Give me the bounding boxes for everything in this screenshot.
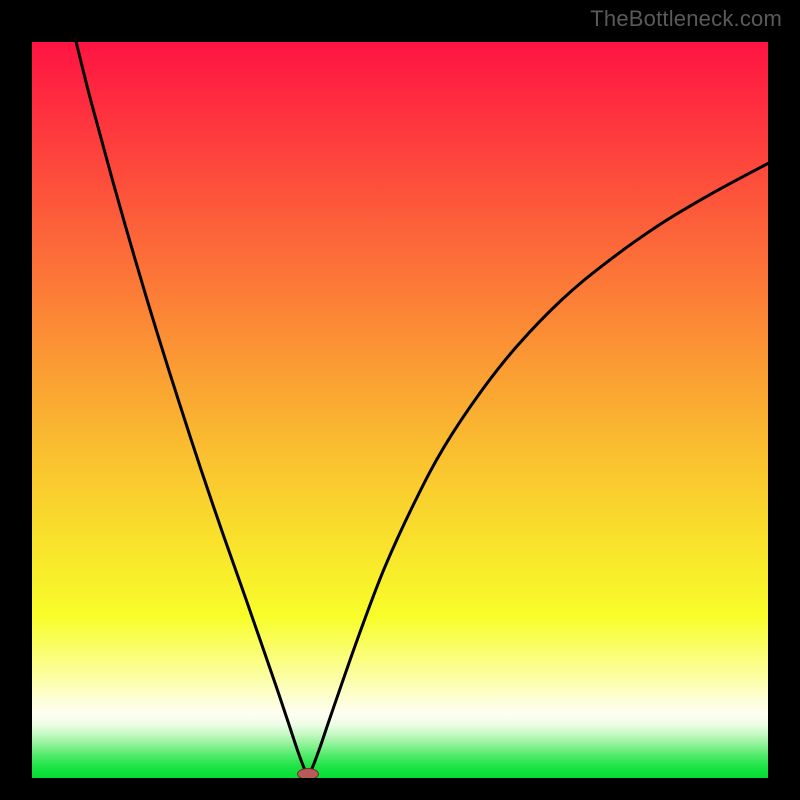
watermark-text: TheBottleneck.com (590, 6, 782, 32)
plot-area (32, 42, 768, 778)
trough-marker (297, 768, 319, 778)
bottleneck-curve (32, 42, 768, 778)
